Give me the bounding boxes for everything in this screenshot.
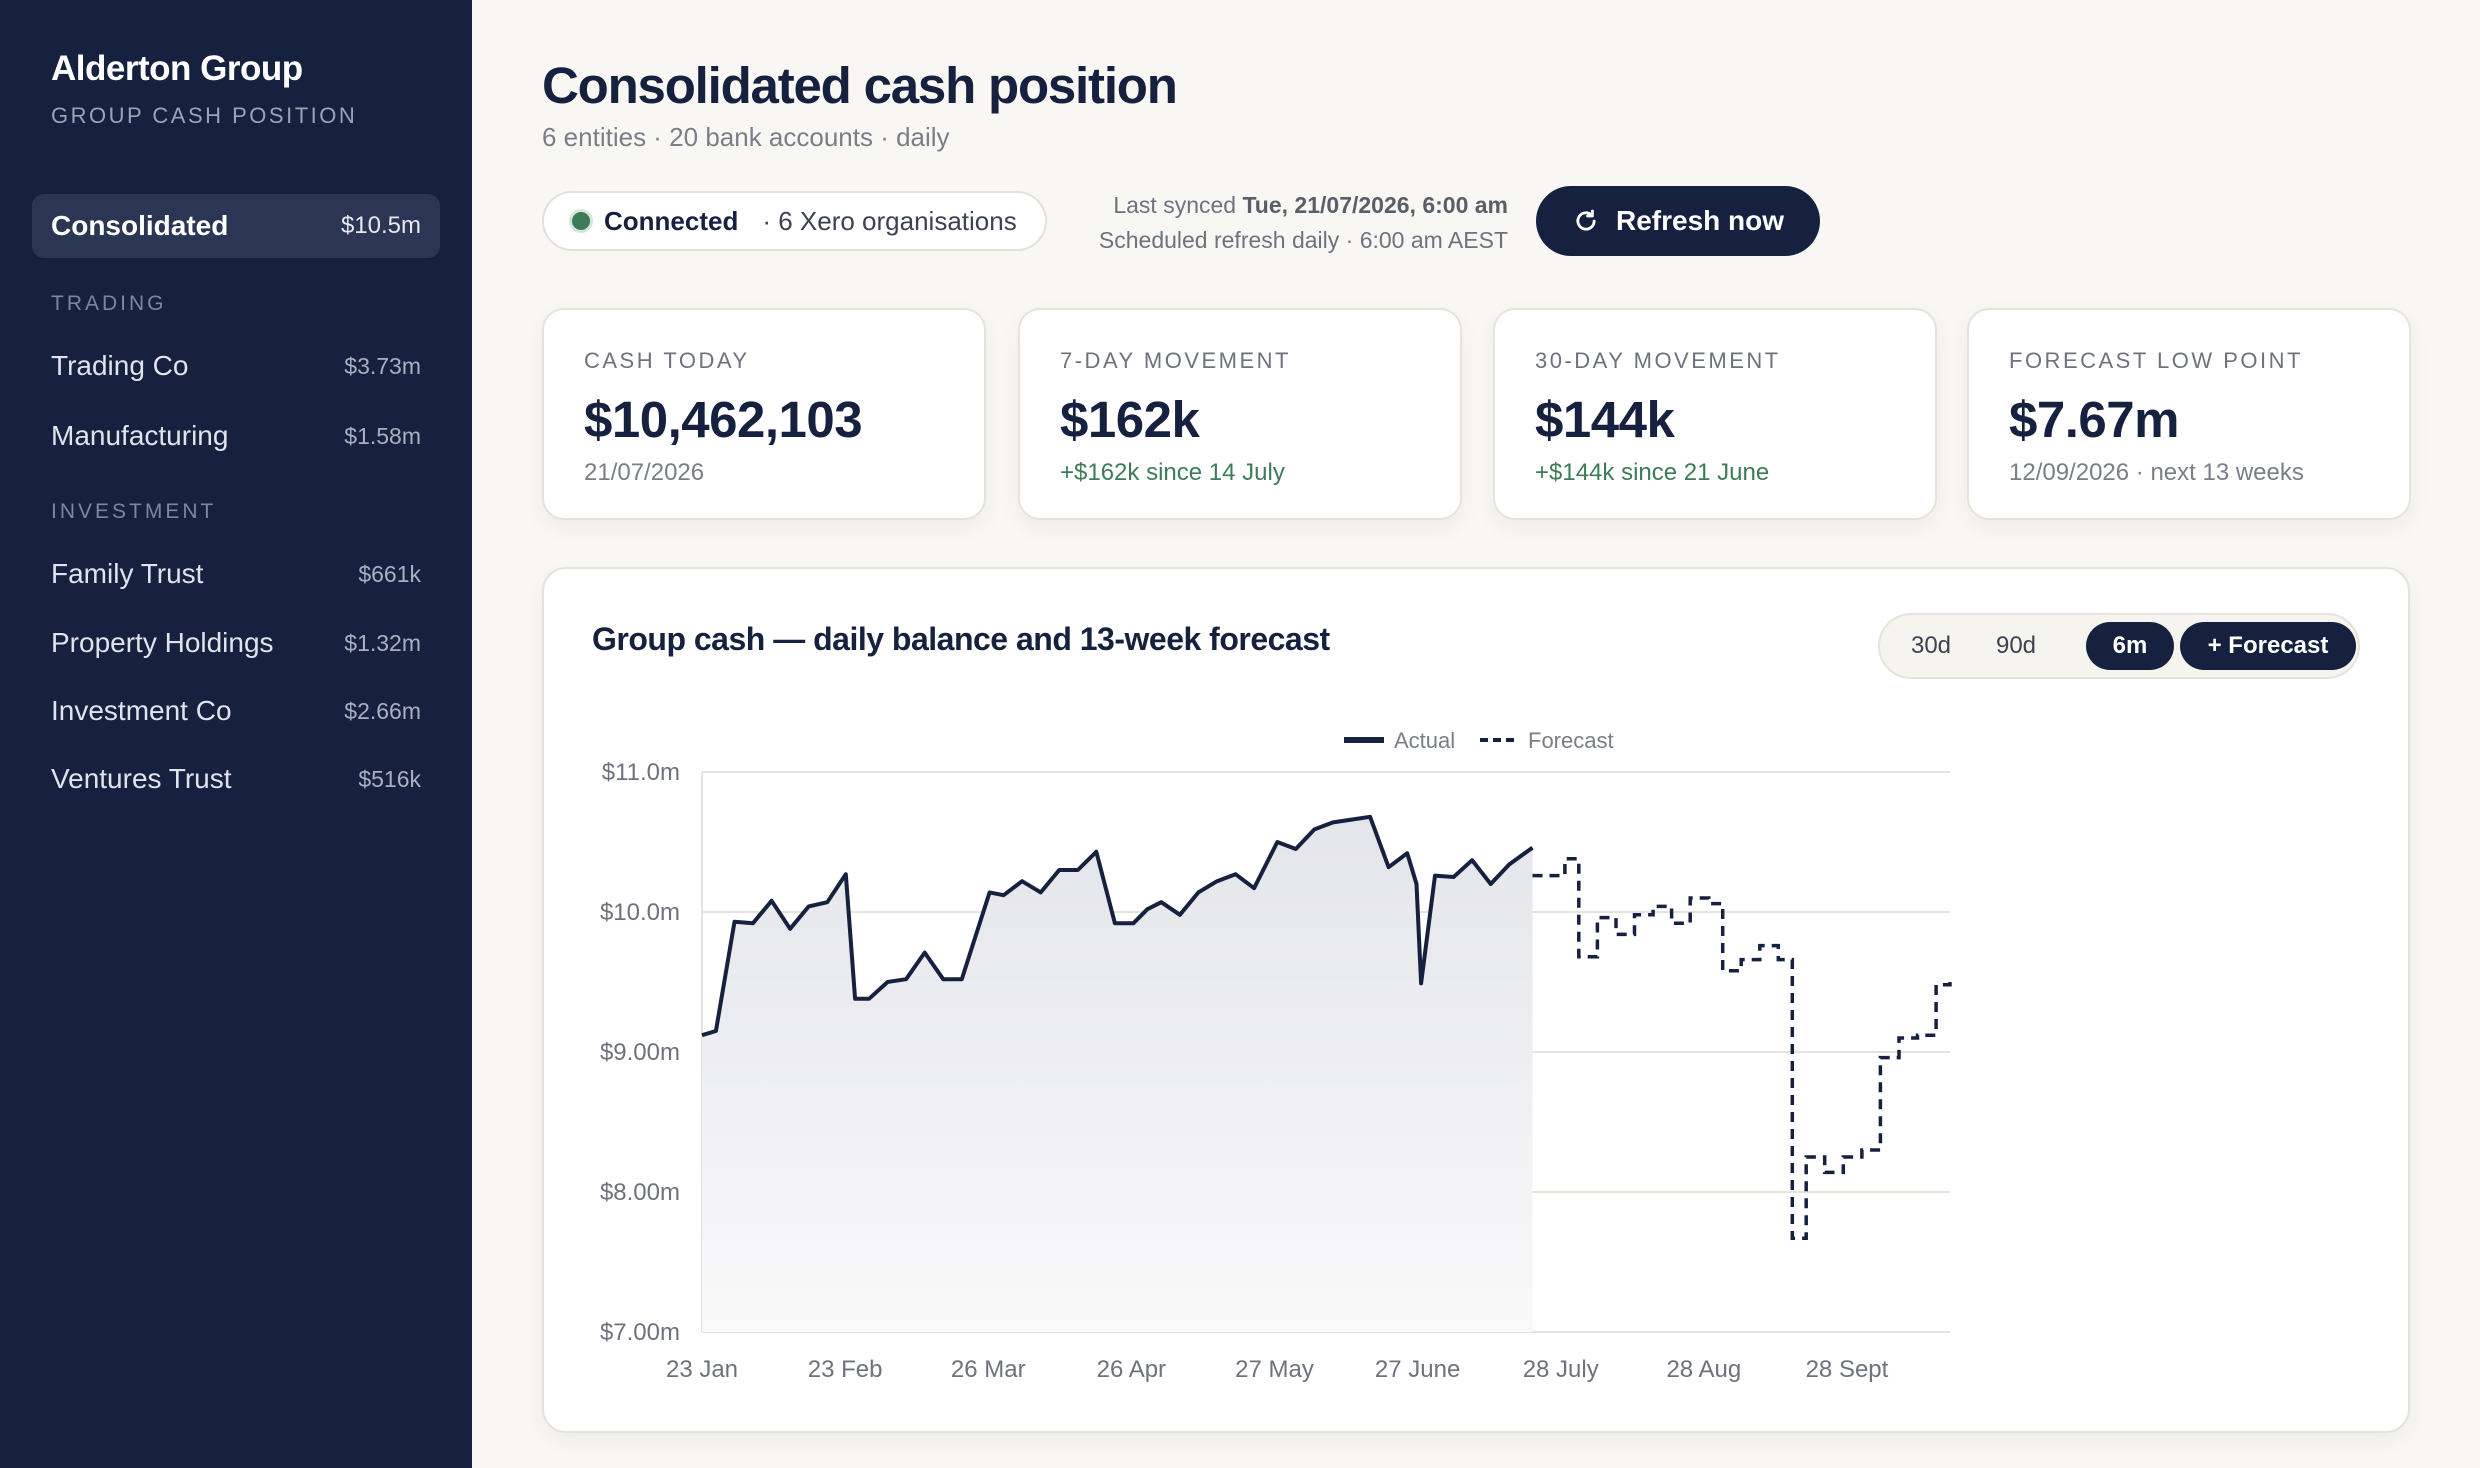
connection-orgs: · 6 Xero organisations <box>762 205 1017 236</box>
actual-line <box>701 814 1534 1038</box>
legend-actual-label: Actual <box>1394 728 1455 753</box>
x-tick-label: 27 June <box>1375 1356 1460 1383</box>
sidebar-item-investment-co[interactable]: Investment Co $2.66m <box>51 691 421 731</box>
y-tick-label: $11.0m <box>602 759 680 786</box>
sidebar-item-label: Trading Co <box>51 350 189 381</box>
kpi-card-30-day-movement: 30-DAY MOVEMENT $144k +$144k since 21 Ju… <box>1493 308 1937 520</box>
sidebar-item-value: $3.73m <box>344 352 421 379</box>
kpi-value: $162k <box>1060 391 1200 448</box>
x-tick-label: 27 May <box>1235 1356 1314 1383</box>
range-6m-button[interactable]: 6m <box>2086 622 2174 670</box>
sidebar-item-label: Consolidated <box>51 210 229 241</box>
sync-info: Last synced Tue, 21/07/2026, 6:00 am Sch… <box>1060 188 1508 258</box>
chart-card: $11.0m $10.0m $9.00m $8.00m $7.00m 23 Jan 23 F… <box>542 567 2410 1433</box>
x-tick-label: 26 Mar <box>951 1356 1026 1383</box>
page-subtitle: 6 entities · 20 bank accounts · daily <box>542 122 950 152</box>
sidebar-item-consolidated[interactable]: Consolidated $10.5m <box>32 194 440 258</box>
connection-status-pill: Connected · 6 Xero organisations <box>542 191 1047 251</box>
brand-subtitle: GROUP CASH POSITION <box>51 103 358 128</box>
kpi-label: CASH TODAY <box>584 348 750 373</box>
kpi-value: $7.67m <box>2009 391 2179 448</box>
sidebar-item-trading-co[interactable]: Trading Co $3.73m <box>51 346 421 386</box>
refresh-icon <box>1576 209 1596 231</box>
y-tick-label: $7.00m <box>600 1319 680 1346</box>
y-tick-label: $9.00m <box>600 1039 680 1066</box>
chart-title: Group cash — daily balance and 13-week f… <box>592 621 1330 657</box>
kpi-card-cash-today: CASH TODAY $10,462,103 21/07/2026 <box>542 308 986 520</box>
range-selector: 30d 90d 6m + Forecast <box>1878 613 2360 679</box>
brand-name: Alderton Group <box>51 49 303 88</box>
cash-chart: $11.0m $10.0m $9.00m $8.00m $7.00m 23 Jan 23 F… <box>600 728 1952 1383</box>
kpi-note: 12/09/2026 · next 13 weeks <box>2009 459 2304 486</box>
last-synced: Last synced Tue, 21/07/2026, 6:00 am <box>1060 188 1508 223</box>
refresh-now-button[interactable]: Refresh now <box>1536 186 1820 256</box>
range-forecast-toggle[interactable]: + Forecast <box>2180 622 2356 670</box>
sidebar-item-ventures-trust[interactable]: Ventures Trust $516k <box>51 759 421 799</box>
page-title: Consolidated cash position <box>542 57 1178 114</box>
sidebar-item-label: Property Holdings <box>51 627 274 658</box>
refresh-now-label: Refresh now <box>1615 205 1785 236</box>
last-synced-time: Tue, 21/07/2026, 6:00 am <box>1242 192 1508 218</box>
sidebar-item-label: Manufacturing <box>51 420 229 451</box>
sidebar-section-investment: INVESTMENT <box>51 500 217 523</box>
range-30d-button[interactable]: 30d <box>1910 632 1952 659</box>
x-tick-label: 23 Jan <box>666 1356 738 1383</box>
sidebar-item-label: Ventures Trust <box>51 763 232 794</box>
x-tick-label: 28 July <box>1523 1356 1599 1383</box>
sidebar-item-value: $1.32m <box>344 629 421 656</box>
sidebar-item-family-trust[interactable]: Family Trust $661k <box>51 554 421 594</box>
kpi-note: +$162k since 14 July <box>1060 459 1285 486</box>
range-90d-button[interactable]: 90d <box>1995 632 2037 659</box>
sidebar-item-value: $10.5m <box>340 212 421 239</box>
x-tick-label: 28 Sept <box>1806 1356 1889 1383</box>
sync-schedule: Scheduled refresh daily · 6:00 am AEST <box>1098 227 1508 253</box>
status-dot-icon <box>572 212 590 230</box>
kpi-note: +$144k since 21 June <box>1535 459 1770 486</box>
x-tick-label: 23 Feb <box>808 1356 883 1383</box>
kpi-label: 7-DAY MOVEMENT <box>1060 348 1291 373</box>
sidebar-section-trading: TRADING <box>51 292 167 315</box>
actual-area <box>702 816 1533 1332</box>
sidebar: Alderton Group GROUP CASH POSITION Conso… <box>0 0 472 1468</box>
legend-forecast-label: Forecast <box>1528 728 1614 753</box>
kpi-card-forecast-low-point: FORECAST LOW POINT $7.67m 12/09/2026 · n… <box>1967 308 2411 520</box>
chart-legend: Actual Forecast <box>1344 728 1614 753</box>
kpi-label: FORECAST LOW POINT <box>2009 348 2303 373</box>
y-tick-label: $8.00m <box>600 1179 680 1206</box>
sidebar-item-value: $661k <box>358 560 421 587</box>
connection-status-label: Connected <box>604 205 739 236</box>
last-synced-prefix: Last synced <box>1113 192 1243 218</box>
kpi-note: 21/07/2026 <box>584 459 705 486</box>
sidebar-item-property-holdings[interactable]: Property Holdings $1.32m <box>51 623 421 663</box>
kpi-card-7-day-movement: 7-DAY MOVEMENT $162k +$162k since 14 Jul… <box>1018 308 1462 520</box>
forecast-line <box>1532 857 1952 1240</box>
sidebar-item-manufacturing[interactable]: Manufacturing $1.58m <box>51 416 421 456</box>
kpi-value: $10,462,103 <box>584 391 863 448</box>
sidebar-item-value: $1.58m <box>344 422 421 449</box>
x-tick-label: 26 Apr <box>1097 1356 1166 1383</box>
sidebar-item-label: Investment Co <box>51 695 232 726</box>
sidebar-item-value: $2.66m <box>344 697 421 724</box>
sidebar-item-label: Family Trust <box>51 558 204 589</box>
y-tick-label: $10.0m <box>600 899 680 926</box>
kpi-label: 30-DAY MOVEMENT <box>1535 348 1781 373</box>
x-tick-label: 28 Aug <box>1666 1356 1741 1383</box>
sidebar-item-value: $516k <box>358 765 421 792</box>
kpi-value: $144k <box>1535 391 1675 448</box>
